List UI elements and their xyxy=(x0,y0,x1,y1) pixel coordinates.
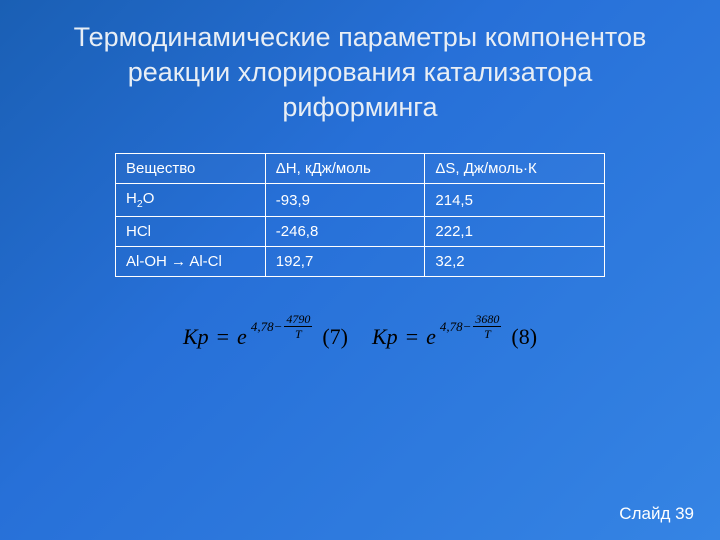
table-header-row: Вещество ΔH, кДж/моль ΔS, Дж/моль·К xyxy=(116,154,605,184)
slide-number: Слайд 39 xyxy=(619,504,694,524)
eq-exponent: 4,78 − 4790 T xyxy=(251,313,313,340)
cell-substance: Al-OH → Al-Cl xyxy=(116,247,266,277)
thermo-table: Вещество ΔH, кДж/моль ΔS, Дж/моль·К H2O … xyxy=(115,153,605,277)
eq-lhs: Kp xyxy=(183,324,209,350)
table-row: HCl -246,8 222,1 xyxy=(116,217,605,247)
header-substance: Вещество xyxy=(116,154,266,184)
cell-dh: -246,8 xyxy=(265,217,425,247)
slide-title: Термодинамические параметры компонентов … xyxy=(0,0,720,125)
cell-dh: 192,7 xyxy=(265,247,425,277)
eq-fraction: 4790 T xyxy=(284,313,312,340)
cell-substance: HCl xyxy=(116,217,266,247)
cell-substance: H2O xyxy=(116,184,266,217)
equation-7: Kp = e 4,78 − 4790 T (7) xyxy=(183,323,348,350)
eq-number: (8) xyxy=(511,324,537,350)
header-ds: ΔS, Дж/моль·К xyxy=(425,154,605,184)
eq-lhs: Kp xyxy=(372,324,398,350)
table-row: Al-OH → Al-Cl 192,7 32,2 xyxy=(116,247,605,277)
cell-ds: 222,1 xyxy=(425,217,605,247)
equations-row: Kp = e 4,78 − 4790 T (7) Kp = e 4,78 − 3… xyxy=(0,323,720,350)
cell-dh: -93,9 xyxy=(265,184,425,217)
eq-base: e xyxy=(237,324,247,350)
cell-ds: 32,2 xyxy=(425,247,605,277)
cell-ds: 214,5 xyxy=(425,184,605,217)
eq-exponent: 4,78 − 3680 T xyxy=(440,313,502,340)
eq-fraction: 3680 T xyxy=(473,313,501,340)
header-dh: ΔH, кДж/моль xyxy=(265,154,425,184)
equation-8: Kp = e 4,78 − 3680 T (8) xyxy=(372,323,537,350)
equals-sign: = xyxy=(213,324,233,350)
equals-sign: = xyxy=(402,324,422,350)
eq-base: e xyxy=(426,324,436,350)
table-row: H2O -93,9 214,5 xyxy=(116,184,605,217)
thermo-table-container: Вещество ΔH, кДж/моль ΔS, Дж/моль·К H2O … xyxy=(115,153,605,277)
eq-number: (7) xyxy=(322,324,348,350)
